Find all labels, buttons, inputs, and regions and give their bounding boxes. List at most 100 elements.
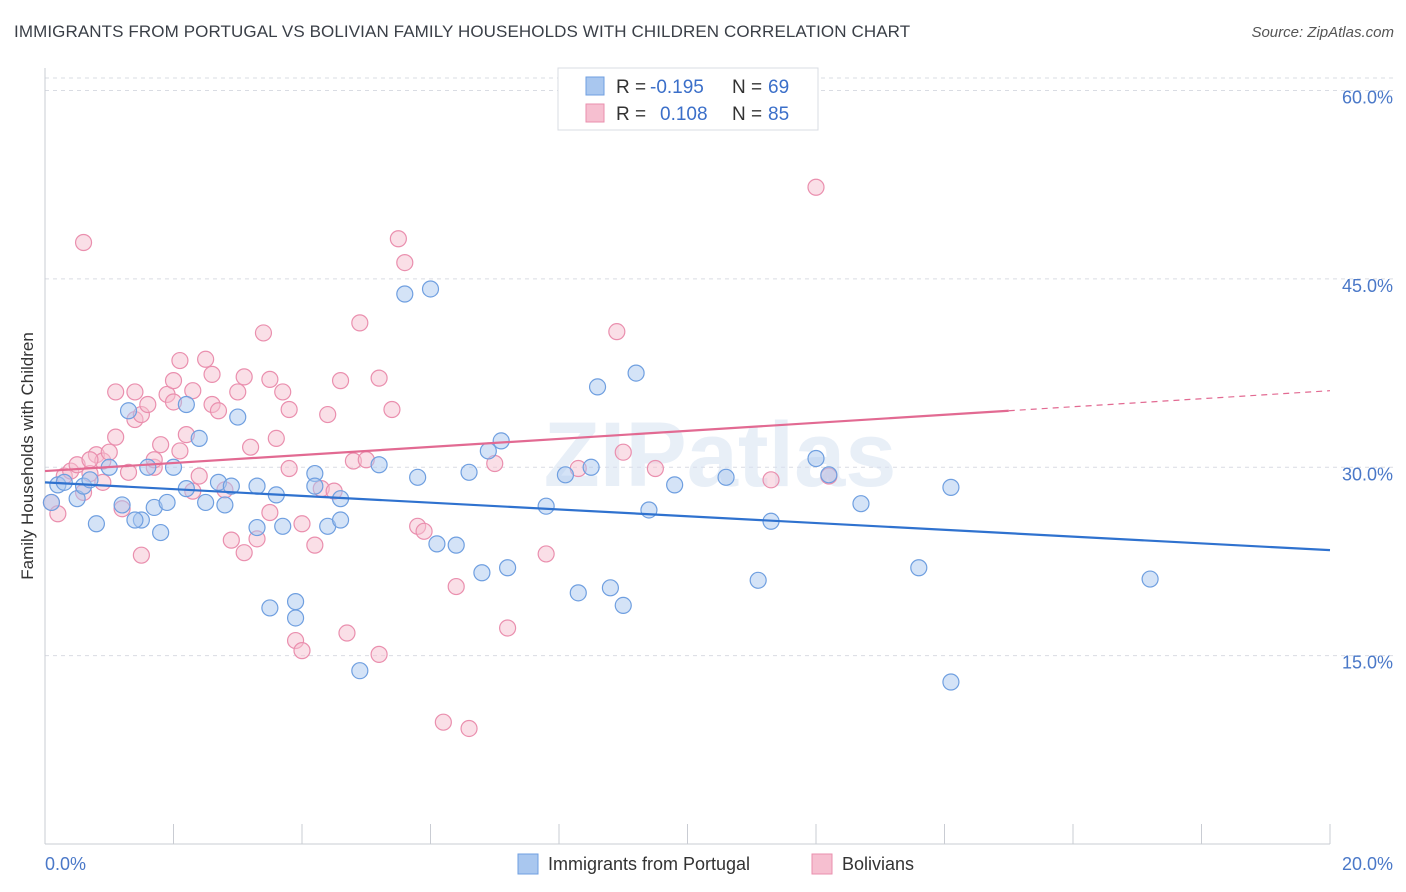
bolivians-point xyxy=(184,382,202,400)
bolivians-point xyxy=(222,531,240,549)
portugal-trend-line xyxy=(44,481,1331,552)
x-tick-label: 0.0% xyxy=(45,854,86,874)
bolivians-point xyxy=(229,383,247,401)
portugal-point xyxy=(139,458,157,476)
bolivians-point xyxy=(396,253,414,272)
portugal-point xyxy=(351,662,369,680)
portugal-point xyxy=(1141,570,1159,588)
bolivians-point xyxy=(235,368,253,386)
bolivians-point xyxy=(389,230,407,248)
bolivians-point xyxy=(293,515,311,533)
bolivians-point xyxy=(107,383,125,401)
bolivians-point xyxy=(415,522,433,540)
x-tick-label: 20.0% xyxy=(1342,854,1393,874)
portugal-point xyxy=(666,476,684,494)
legend-r-label-2: R = xyxy=(616,104,646,125)
legend-r-label-1: R = xyxy=(616,77,646,98)
portugal-point xyxy=(370,456,388,474)
bolivians-point xyxy=(235,544,253,562)
bottom-legend-label-bolivians: Bolivians xyxy=(842,854,914,874)
bolivians-point xyxy=(126,383,144,401)
y-tick-labels: 15.0% 30.0% 45.0% 60.0% xyxy=(1342,88,1393,673)
bolivians-point xyxy=(197,350,215,368)
bolivians-point xyxy=(434,713,452,731)
legend-n-label-1: N = xyxy=(732,77,762,98)
bolivians-point xyxy=(152,436,170,454)
bolivians-point xyxy=(646,459,664,478)
bolivians-point xyxy=(807,178,825,196)
portugal-point xyxy=(306,477,324,495)
portugal-point xyxy=(717,468,735,486)
bolivians-point xyxy=(762,471,780,489)
bolivians-point xyxy=(306,536,324,554)
bolivians-point xyxy=(119,463,138,481)
bolivians-point xyxy=(209,402,228,420)
chart-title: IMMIGRANTS FROM PORTUGAL VS BOLIVIAN FAM… xyxy=(14,22,911,41)
bolivians-trend-extension xyxy=(1008,390,1331,412)
bottom-legend-swatch-blue xyxy=(517,853,539,875)
portugal-point xyxy=(582,458,600,476)
portugal-point xyxy=(197,493,215,512)
y-tick-label: 45.0% xyxy=(1342,276,1393,296)
portugal-point xyxy=(473,564,491,582)
portugal-point xyxy=(42,493,61,512)
portugal-point xyxy=(409,468,427,486)
bolivians-point xyxy=(280,400,298,419)
bolivians-point xyxy=(164,372,183,390)
source-credit: Source: ZipAtlas.com xyxy=(1251,24,1394,41)
portugal-point xyxy=(274,517,292,535)
legend-r-value-2: 0.108 xyxy=(660,104,708,125)
grid-lines xyxy=(45,77,1394,657)
bolivians-trend-line xyxy=(44,409,1009,473)
bolivians-point xyxy=(267,429,285,447)
portugal-point xyxy=(87,515,106,533)
portugal-point xyxy=(286,609,305,627)
legend: R = -0.195 N = 69 R = 0.108 N = 85 xyxy=(557,67,819,131)
bolivians-point xyxy=(242,438,260,456)
bolivians-point xyxy=(383,400,401,419)
portugal-point xyxy=(627,364,645,382)
portugal-point xyxy=(119,402,138,420)
portugal-point xyxy=(152,523,170,542)
bolivians-point xyxy=(447,577,465,596)
bolivians-point xyxy=(370,645,388,663)
bolivians-point xyxy=(132,546,150,564)
bolivians-point xyxy=(107,428,125,446)
portugal-point xyxy=(942,478,960,496)
bolivians-point xyxy=(319,405,337,424)
bolivians-point xyxy=(254,324,273,342)
watermark: ZIPatlas xyxy=(544,404,897,506)
y-tick-label: 30.0% xyxy=(1342,464,1393,484)
bolivians-point xyxy=(139,395,157,414)
portugal-point xyxy=(248,477,266,495)
legend-swatch-blue xyxy=(585,76,605,96)
bolivians-points xyxy=(42,81,838,738)
bolivians-point xyxy=(171,351,189,370)
bolivians-point xyxy=(370,369,388,387)
y-tick-label: 60.0% xyxy=(1342,88,1393,108)
bolivians-point xyxy=(499,619,517,637)
portugal-point xyxy=(460,463,478,481)
portugal-point xyxy=(910,559,928,577)
portugal-point xyxy=(588,378,607,396)
portugal-point xyxy=(447,536,465,554)
bottom-legend-label-portugal: Immigrants from Portugal xyxy=(548,854,750,874)
bolivians-point xyxy=(171,442,189,460)
portugal-point xyxy=(614,596,632,615)
portugal-point xyxy=(126,511,144,529)
portugal-point xyxy=(396,285,414,303)
bolivians-point xyxy=(338,624,356,642)
bolivians-point xyxy=(331,372,350,390)
legend-swatch-pink xyxy=(585,103,605,123)
portugal-point xyxy=(222,477,240,495)
portugal-point xyxy=(556,466,575,484)
portugal-point xyxy=(113,496,131,514)
portugal-point xyxy=(601,579,620,597)
portugal-point xyxy=(177,395,195,414)
portugal-point xyxy=(807,449,825,468)
portugal-point xyxy=(229,408,247,426)
trend-lines xyxy=(44,390,1331,552)
legend-n-value-2: 85 xyxy=(768,104,789,125)
portugal-point xyxy=(852,495,870,513)
